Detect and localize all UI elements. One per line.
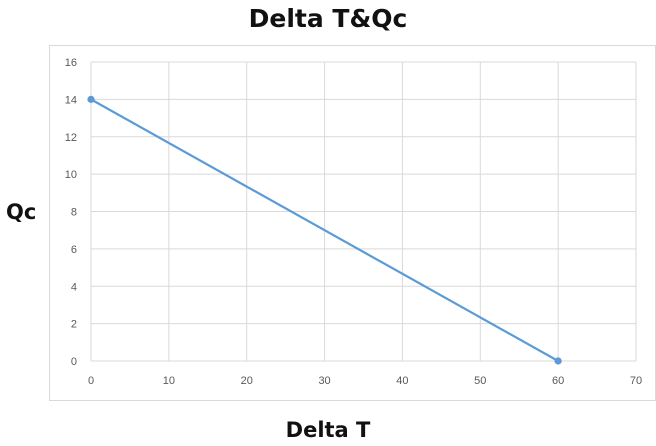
y-tick-label: 14 [65,94,77,106]
x-tick-label: 0 [88,375,94,387]
x-tick-label: 60 [552,375,564,387]
x-tick-label: 40 [396,375,408,387]
x-tick-label: 10 [163,375,175,387]
y-tick-label: 6 [71,244,77,256]
chart-title: Delta T&Qc [248,4,408,33]
y-tick-label: 2 [71,319,77,331]
x-tick-label: 70 [630,375,642,387]
plot-area-border [49,45,656,401]
y-tick-label: 10 [65,169,77,181]
x-tick-label: 20 [241,375,253,387]
data-point [554,357,562,365]
x-tick-label: 30 [318,375,330,387]
y-axis-label: Qc [6,200,37,224]
x-tick-label: 50 [474,375,486,387]
y-tick-label: 12 [65,132,77,144]
y-tick-label: 8 [71,207,77,219]
y-tick-label: 0 [71,356,77,368]
data-point [87,95,95,103]
y-tick-label: 4 [71,281,77,293]
series-line [90,98,559,362]
y-tick-label: 16 [65,57,77,69]
x-axis-label: Delta T [285,418,371,442]
